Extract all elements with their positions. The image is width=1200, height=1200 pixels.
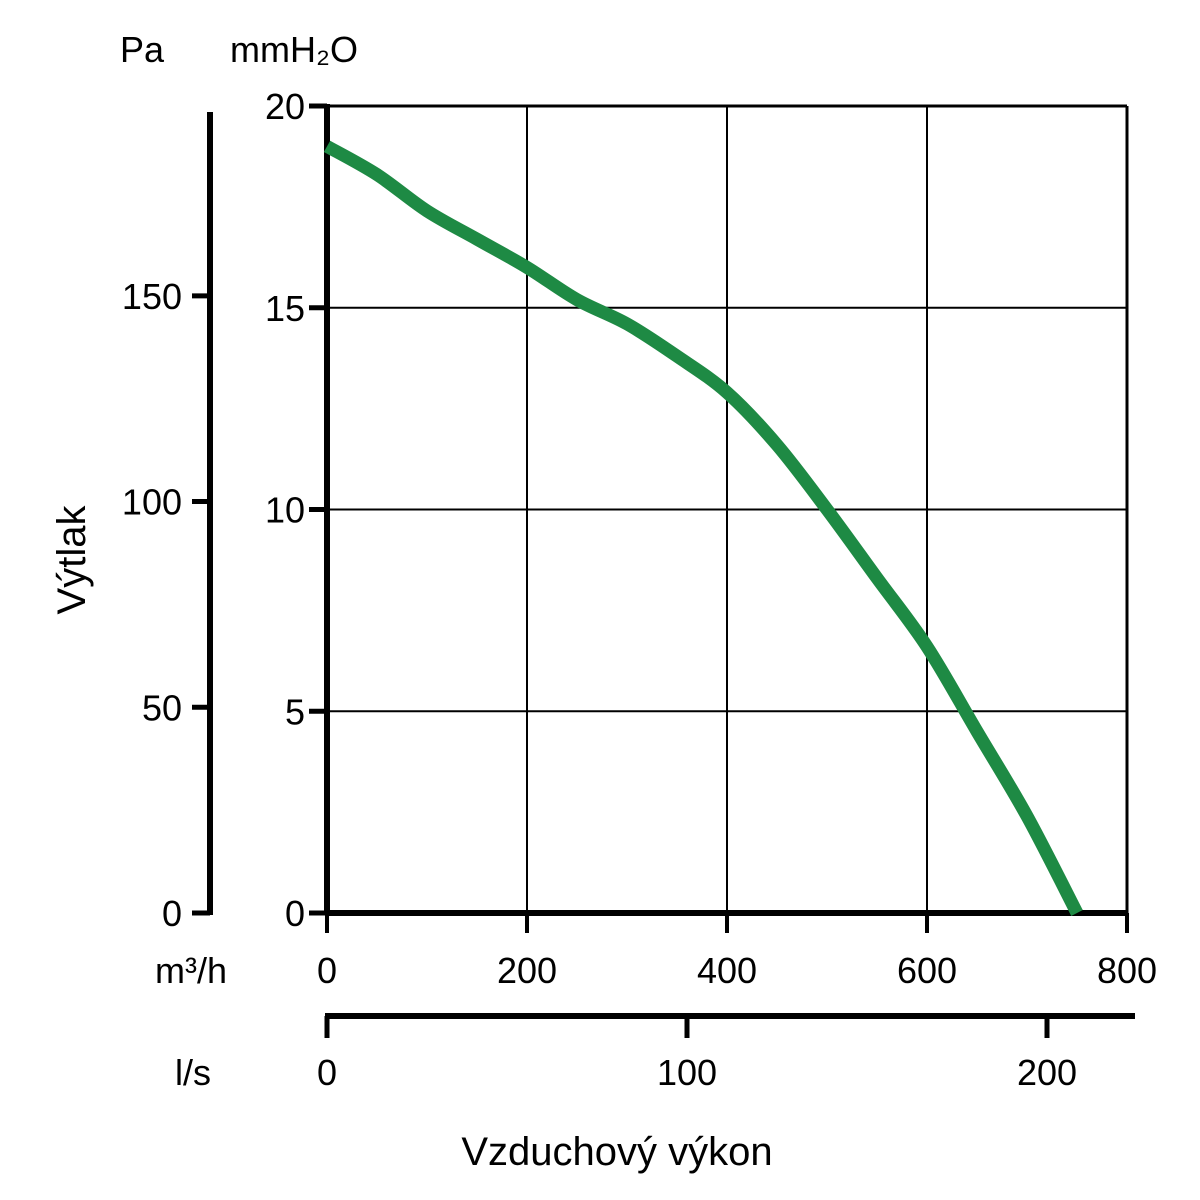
x-tick-label: 400 — [697, 950, 757, 991]
pa-axis: 0 50 100 150 — [122, 112, 213, 934]
ls-tick-label: 100 — [657, 1052, 717, 1093]
performance-curve — [323, 140, 1083, 916]
ls-unit-label: l/s — [175, 1052, 211, 1093]
y-tick-label: 10 — [265, 490, 305, 531]
pa-tick-label: 50 — [142, 687, 182, 728]
x-tick-label: 200 — [497, 950, 557, 991]
curve-layer — [323, 140, 1083, 916]
ls-tick-label: 0 — [317, 1052, 337, 1093]
x-axis-title: Vzduchový výkon — [461, 1130, 772, 1174]
x-tick-label: 0 — [317, 950, 337, 991]
y-tick-label: 20 — [265, 86, 305, 127]
y-unit-label: mmH₂O — [230, 29, 358, 70]
pa-tick-label: 100 — [122, 482, 182, 523]
y-tick-label: 5 — [285, 691, 305, 732]
x-unit-label: m³/h — [155, 950, 227, 991]
ls-axis: 0 100 200 — [317, 1013, 1135, 1093]
pa-unit-label: Pa — [120, 29, 165, 70]
grid — [327, 106, 1127, 913]
y-tick-labels: 0 5 10 15 20 — [265, 86, 305, 934]
pa-tick-label: 150 — [122, 276, 182, 317]
y-tick-label: 0 — [285, 893, 305, 934]
plot-frame — [309, 103, 1129, 933]
x-tick-labels: 0 200 400 600 800 — [317, 950, 1157, 991]
x-tick-label: 800 — [1097, 950, 1157, 991]
pa-tick-label: 0 — [162, 893, 182, 934]
y-tick-label: 15 — [265, 288, 305, 329]
x-tick-label: 600 — [897, 950, 957, 991]
y-axis-title: Výtlak — [50, 505, 94, 615]
ls-tick-label: 200 — [1017, 1052, 1077, 1093]
